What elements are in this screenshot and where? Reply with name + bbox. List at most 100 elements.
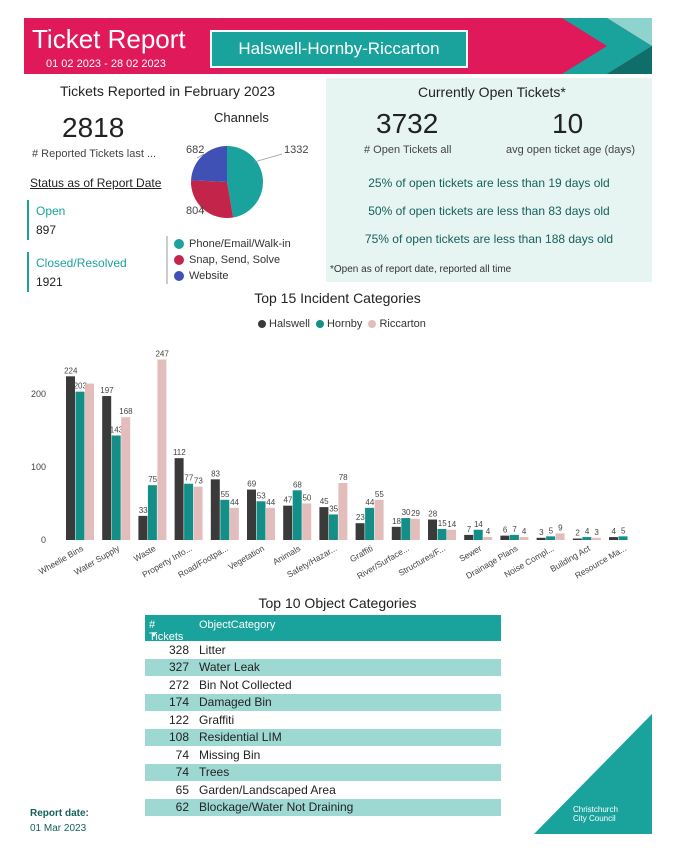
- bar-riccarton[interactable]: [338, 483, 348, 540]
- channels-legend: Phone/Email/Walk-in Snap, Send, Solve We…: [166, 236, 291, 284]
- bar-halswell[interactable]: [536, 537, 546, 540]
- data-label: 7: [467, 525, 472, 534]
- bar-hornby[interactable]: [365, 507, 375, 540]
- data-label: 5: [549, 526, 554, 535]
- bar-halswell[interactable]: [247, 489, 256, 540]
- table-row[interactable]: 174 Damaged Bin: [145, 693, 501, 711]
- y-tick-label: 0: [41, 535, 46, 545]
- bar-riccarton[interactable]: [157, 359, 167, 541]
- column-header-tickets[interactable]: # Tickets ▼: [145, 615, 195, 643]
- bar-hornby[interactable]: [147, 485, 157, 540]
- bar-hornby[interactable]: [328, 514, 338, 540]
- data-label: 44: [230, 498, 239, 507]
- bar-halswell[interactable]: [500, 535, 510, 540]
- incident-chart-legend: Halswell Hornby Riccarton: [258, 316, 426, 332]
- bar-halswell[interactable]: [174, 458, 184, 540]
- percentile-25-text: 25% of open tickets are less than 19 day…: [368, 176, 610, 190]
- data-label: 14: [447, 520, 456, 529]
- pie-slice[interactable]: [191, 180, 234, 218]
- bar-hornby[interactable]: [437, 529, 447, 540]
- pie-slice[interactable]: [227, 146, 264, 218]
- bar-hornby[interactable]: [220, 499, 230, 540]
- data-label: 28: [428, 510, 437, 519]
- bar-hornby[interactable]: [184, 483, 194, 540]
- table-row[interactable]: 328 Litter: [145, 641, 501, 659]
- table-row[interactable]: 62 Blockage/Water Not Draining: [145, 798, 501, 816]
- bar-hornby[interactable]: [582, 537, 592, 540]
- bar-halswell[interactable]: [609, 537, 618, 540]
- table-row[interactable]: 327 Water Leak: [145, 658, 501, 676]
- bar-halswell[interactable]: [138, 515, 148, 540]
- table-row[interactable]: 122 Graffiti: [145, 711, 501, 729]
- table-row[interactable]: 74 Missing Bin: [145, 746, 501, 764]
- x-tick-label: Graffiti: [348, 543, 375, 564]
- object-categories-table: # Tickets ▼ ObjectCategory 328 Litter 327 W…: [145, 615, 501, 816]
- data-label: 44: [365, 498, 374, 507]
- bar-riccarton[interactable]: [591, 537, 601, 540]
- bar-halswell[interactable]: [391, 526, 401, 540]
- legend-item-hornby[interactable]: Hornby: [315, 316, 362, 332]
- table-row[interactable]: 65 Garden/Landscaped Area: [145, 781, 501, 799]
- bar-halswell[interactable]: [355, 523, 365, 540]
- channels-pie-chart[interactable]: [182, 130, 312, 230]
- bar-riccarton[interactable]: [410, 518, 420, 540]
- table-row[interactable]: 272 Bin Not Collected: [145, 676, 501, 694]
- bar-riccarton[interactable]: [374, 499, 384, 540]
- bar-hornby[interactable]: [401, 518, 411, 540]
- cell-tickets: 65: [175, 782, 189, 797]
- legend-item-halswell[interactable]: Halswell: [258, 316, 310, 332]
- bar-riccarton[interactable]: [229, 507, 239, 540]
- data-label: 68: [293, 480, 302, 489]
- bar-hornby[interactable]: [546, 536, 556, 540]
- bar-halswell[interactable]: [102, 396, 112, 540]
- bar-riccarton[interactable]: [302, 503, 312, 540]
- bar-hornby[interactable]: [618, 536, 628, 540]
- bar-halswell[interactable]: [66, 376, 75, 540]
- closed-label: Closed/Resolved: [36, 256, 127, 270]
- bar-riccarton[interactable]: [85, 383, 94, 540]
- bar-riccarton[interactable]: [519, 537, 529, 540]
- bar-halswell[interactable]: [319, 507, 329, 540]
- data-label: 143: [110, 426, 124, 435]
- open-tickets-panel: Currently Open Tickets* 3732 # Open Tick…: [326, 78, 652, 282]
- table-row[interactable]: 74 Trees: [145, 763, 501, 781]
- bar-halswell[interactable]: [428, 519, 437, 540]
- bar-halswell[interactable]: [464, 534, 474, 540]
- data-label: 50: [302, 493, 311, 502]
- bar-hornby[interactable]: [292, 490, 302, 540]
- date-range: 01 02 2023 - 28 02 2023: [46, 58, 166, 70]
- data-label: 168: [119, 407, 133, 416]
- bar-hornby[interactable]: [509, 534, 519, 540]
- legend-item-riccarton[interactable]: Riccarton: [368, 316, 426, 332]
- legend-item-phone[interactable]: Phone/Email/Walk-in: [174, 236, 291, 252]
- column-header-category[interactable]: ObjectCategory: [199, 619, 276, 631]
- data-label: 83: [211, 469, 220, 478]
- legend-item-website[interactable]: Website: [174, 268, 291, 284]
- data-label: 33: [139, 506, 148, 515]
- bar-riccarton[interactable]: [266, 507, 275, 540]
- bar-hornby[interactable]: [75, 391, 85, 540]
- bar-hornby[interactable]: [256, 501, 266, 540]
- open-tickets-value: 3732: [376, 108, 439, 139]
- bar-riccarton[interactable]: [483, 537, 493, 540]
- bar-halswell[interactable]: [572, 538, 582, 540]
- pie-slice[interactable]: [191, 146, 227, 182]
- bar-halswell[interactable]: [210, 479, 220, 540]
- pie-leader-line: [196, 153, 205, 159]
- data-label: 203: [74, 382, 88, 391]
- bar-riccarton[interactable]: [555, 533, 565, 540]
- bar-hornby[interactable]: [111, 435, 121, 541]
- table-row[interactable]: 108 Residential LIM: [145, 728, 501, 746]
- open-tickets-label: # Open Tickets all: [364, 144, 452, 156]
- legend-item-snap[interactable]: Snap, Send, Solve: [174, 252, 291, 268]
- council-logo: Christchurch City Council: [573, 805, 618, 823]
- bar-halswell[interactable]: [283, 505, 293, 540]
- pie-leader-line: [253, 153, 283, 163]
- bar-riccarton[interactable]: [193, 486, 203, 540]
- data-label: 45: [320, 497, 329, 506]
- data-label: 224: [64, 366, 78, 375]
- bar-hornby[interactable]: [473, 529, 483, 540]
- bar-riccarton[interactable]: [121, 417, 131, 540]
- bar-riccarton[interactable]: [447, 529, 456, 540]
